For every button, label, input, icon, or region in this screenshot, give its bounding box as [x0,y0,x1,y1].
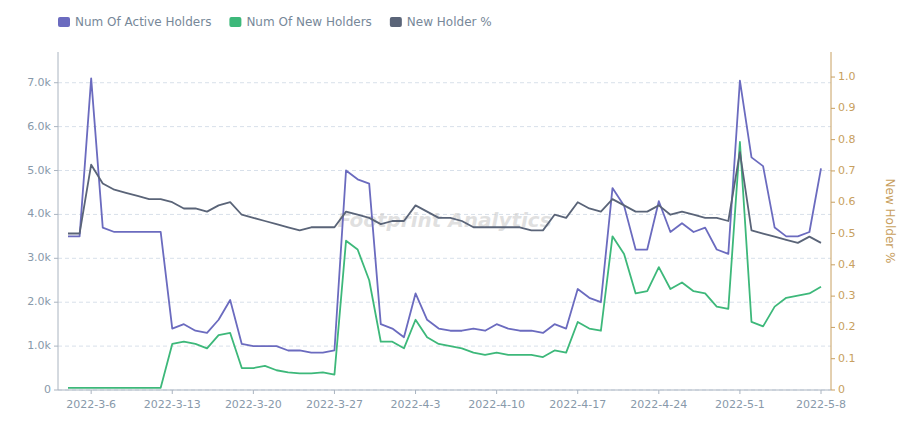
legend: Num Of Active Holders Num Of New Holders N… [58,15,492,29]
y-tick-label: 0 [44,383,51,396]
y2-tick-label: 0.3 [838,289,856,302]
y-tick-label: 2.0k [27,295,51,308]
y2-tick-label: 0 [838,383,845,396]
series-group [68,78,821,387]
y2-tick [831,327,835,328]
grid-line [58,126,831,127]
y-axis-line [58,52,59,390]
y2-tick-label: 0.7 [838,164,856,177]
y2-tick-label: 1.0 [838,70,856,83]
x-tick-label: 2022-5-1 [715,398,765,411]
x-tick-label: 2022-4-17 [549,398,606,411]
y-tick-label: 6.0k [27,120,51,133]
y-tick [54,82,58,83]
series-line [68,142,821,388]
y-tick-label: 5.0k [27,164,51,177]
legend-label: Num Of Active Holders [75,15,211,29]
x-axis-line [58,390,831,391]
y-tick-label: 1.0k [27,339,51,352]
chart: 0 1.0k 2.0k 3.0k 4.0k 5.0k 6.0k 7.0k 0 0.1 0.2 0.3 0… [0,0,903,432]
x-tick [253,390,254,394]
x-tick [739,390,740,394]
y2-tick [831,108,835,109]
grid-line [58,302,831,303]
x-tick-label: 2022-5-8 [796,398,846,411]
x-tick [91,390,92,394]
y2-tick [831,296,835,297]
legend-swatch [229,17,241,27]
grid [58,83,831,390]
y-tick [54,170,58,171]
y2-tick-label: 0.2 [838,320,856,333]
y-tick-label: 4.0k [27,207,51,220]
x-tick-label: 2022-3-13 [144,398,201,411]
x-tick [172,390,173,394]
y-tick [54,126,58,127]
legend-label: New Holder % [407,15,492,29]
y-tick [54,346,58,347]
y-tick [54,258,58,259]
y2-tick [831,202,835,203]
x-tick [658,390,659,394]
y-tick-label: 3.0k [27,251,51,264]
y2-tick-label: 0.9 [838,101,856,114]
y2-tick-label: 0.4 [838,258,856,271]
x-tick-label: 2022-3-27 [306,398,363,411]
y2-axis-line [831,52,832,390]
legend-swatch [58,17,70,27]
y2-tick [831,233,835,234]
y-tick-label: 7.0k [27,76,51,89]
series-line [68,152,821,243]
legend-swatch [390,17,402,27]
y2-tick-label: 0.1 [838,352,856,365]
x-tick [577,390,578,394]
y2-tick [831,170,835,171]
grid-line [58,82,831,83]
legend-label: Num Of New Holders [246,15,371,29]
series-line [68,78,821,352]
y2-tick-label: 0.6 [838,195,856,208]
x-tick-label: 2022-4-10 [468,398,525,411]
y2-tick [831,139,835,140]
grid-line [58,170,831,171]
y2-tick [831,390,835,391]
x-tick-label: 2022-3-20 [225,398,282,411]
x-tick [496,390,497,394]
y-tick [54,302,58,303]
x-tick-label: 2022-4-3 [391,398,441,411]
grid-line [58,390,831,391]
y-tick [54,214,58,215]
x-tick [821,390,822,394]
y2-tick [831,358,835,359]
y2-tick-label: 0.5 [838,227,856,240]
y2-tick-label: 0.8 [838,133,856,146]
x-tick-label: 2022-4-24 [630,398,687,411]
grid-line [58,258,831,259]
x-tick [334,390,335,394]
y2-tick [831,77,835,78]
axes: 0 1.0k 2.0k 3.0k 4.0k 5.0k 6.0k 7.0k 0 0.1 0.2 0.3 0… [27,52,855,411]
x-tick [415,390,416,394]
y2-axis-label: New Holder % [883,179,897,264]
y-tick [54,390,58,391]
y2-tick [831,264,835,265]
x-tick-label: 2022-3-6 [66,398,116,411]
